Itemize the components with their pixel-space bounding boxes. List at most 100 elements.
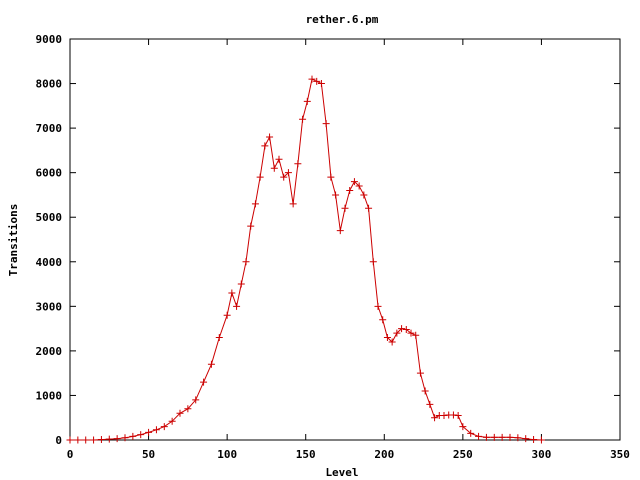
data-point-marker bbox=[369, 258, 377, 266]
series-group bbox=[66, 75, 545, 444]
x-tick-label: 350 bbox=[610, 448, 630, 461]
data-point-marker bbox=[82, 436, 90, 444]
data-point-marker bbox=[402, 326, 410, 334]
data-point-marker bbox=[237, 280, 245, 288]
data-point-marker bbox=[327, 173, 335, 181]
data-point-marker bbox=[341, 204, 349, 212]
x-tick-label: 100 bbox=[217, 448, 237, 461]
x-tick-label: 50 bbox=[142, 448, 155, 461]
data-point-marker bbox=[113, 435, 121, 443]
data-point-marker bbox=[176, 409, 184, 417]
data-point-marker bbox=[233, 302, 241, 310]
data-point-marker bbox=[251, 200, 259, 208]
data-point-marker bbox=[129, 432, 137, 440]
data-point-marker bbox=[261, 142, 269, 150]
data-point-marker bbox=[97, 436, 105, 444]
data-point-marker bbox=[266, 133, 274, 141]
data-point-marker bbox=[247, 222, 255, 230]
x-tick-label: 200 bbox=[374, 448, 394, 461]
data-point-marker bbox=[192, 396, 200, 404]
data-point-marker bbox=[223, 311, 231, 319]
data-point-marker bbox=[215, 334, 223, 342]
y-tick-label: 8000 bbox=[36, 78, 63, 91]
series-line bbox=[70, 78, 542, 441]
y-tick-label: 5000 bbox=[36, 211, 63, 224]
data-point-marker bbox=[313, 77, 321, 85]
x-tick-label: 0 bbox=[67, 448, 74, 461]
y-tick-label: 6000 bbox=[36, 167, 63, 180]
data-point-marker bbox=[184, 405, 192, 413]
data-point-marker bbox=[431, 414, 439, 422]
data-point-marker bbox=[256, 173, 264, 181]
y-tick-label: 9000 bbox=[36, 33, 63, 46]
data-point-marker bbox=[346, 186, 354, 194]
data-point-marker bbox=[160, 423, 168, 431]
data-point-marker bbox=[289, 200, 297, 208]
data-point-marker bbox=[426, 400, 434, 408]
data-point-marker bbox=[137, 431, 145, 439]
data-point-marker bbox=[275, 155, 283, 163]
data-point-marker bbox=[421, 387, 429, 395]
data-point-marker bbox=[490, 433, 498, 441]
data-point-marker bbox=[303, 97, 311, 105]
data-point-marker bbox=[350, 178, 358, 186]
x-tick-label: 250 bbox=[453, 448, 473, 461]
data-point-marker bbox=[412, 331, 420, 339]
data-point-marker bbox=[416, 369, 424, 377]
data-point-marker bbox=[299, 115, 307, 123]
data-point-marker bbox=[270, 164, 278, 172]
data-point-marker bbox=[482, 433, 490, 441]
data-point-marker bbox=[506, 433, 514, 441]
x-tick-label: 300 bbox=[531, 448, 551, 461]
axis-ticks: 0 50 100 150 200 250 300 350 0 1000 2000 3000 4000 50… bbox=[36, 33, 630, 461]
y-tick-label: 3000 bbox=[36, 300, 63, 313]
data-point-marker bbox=[90, 436, 98, 444]
data-point-marker bbox=[168, 417, 176, 425]
x-tick-label: 150 bbox=[296, 448, 316, 461]
data-point-marker bbox=[530, 436, 538, 444]
data-point-marker bbox=[355, 182, 363, 190]
data-point-marker bbox=[308, 75, 316, 83]
data-point-marker bbox=[383, 334, 391, 342]
y-tick-label: 2000 bbox=[36, 345, 63, 358]
data-point-marker bbox=[228, 289, 236, 297]
data-point-marker bbox=[498, 433, 506, 441]
data-point-marker bbox=[407, 329, 415, 337]
data-point-marker bbox=[145, 428, 153, 436]
data-point-marker bbox=[454, 411, 462, 419]
data-point-marker bbox=[514, 434, 522, 442]
data-point-marker bbox=[379, 316, 387, 324]
data-point-marker bbox=[242, 258, 250, 266]
y-tick-label: 0 bbox=[55, 434, 62, 447]
data-point-marker bbox=[74, 436, 82, 444]
data-point-marker bbox=[374, 302, 382, 310]
data-point-marker bbox=[522, 435, 530, 443]
data-point-marker bbox=[537, 436, 545, 444]
data-point-marker bbox=[467, 429, 475, 437]
data-point-marker bbox=[459, 423, 467, 431]
y-tick-label: 1000 bbox=[36, 389, 63, 402]
y-axis-label: Transitions bbox=[7, 204, 20, 277]
y-tick-label: 7000 bbox=[36, 122, 63, 135]
data-point-marker bbox=[388, 338, 396, 346]
data-point-marker bbox=[121, 434, 129, 442]
data-point-marker bbox=[393, 329, 401, 337]
data-point-marker bbox=[152, 426, 160, 434]
x-axis-label: Level bbox=[325, 466, 358, 479]
data-point-marker bbox=[336, 227, 344, 235]
data-point-marker bbox=[200, 378, 208, 386]
data-point-marker bbox=[332, 191, 340, 199]
data-point-marker bbox=[284, 169, 292, 177]
data-point-marker bbox=[475, 432, 483, 440]
data-point-marker bbox=[105, 435, 113, 443]
y-tick-label: 4000 bbox=[36, 256, 63, 269]
data-point-marker bbox=[294, 160, 302, 168]
data-point-marker bbox=[398, 325, 406, 333]
data-point-marker bbox=[360, 191, 368, 199]
data-point-marker bbox=[66, 436, 74, 444]
plot-frame bbox=[69, 38, 621, 441]
data-point-marker bbox=[322, 120, 330, 128]
chart-title: rether.6.pm bbox=[306, 13, 379, 26]
